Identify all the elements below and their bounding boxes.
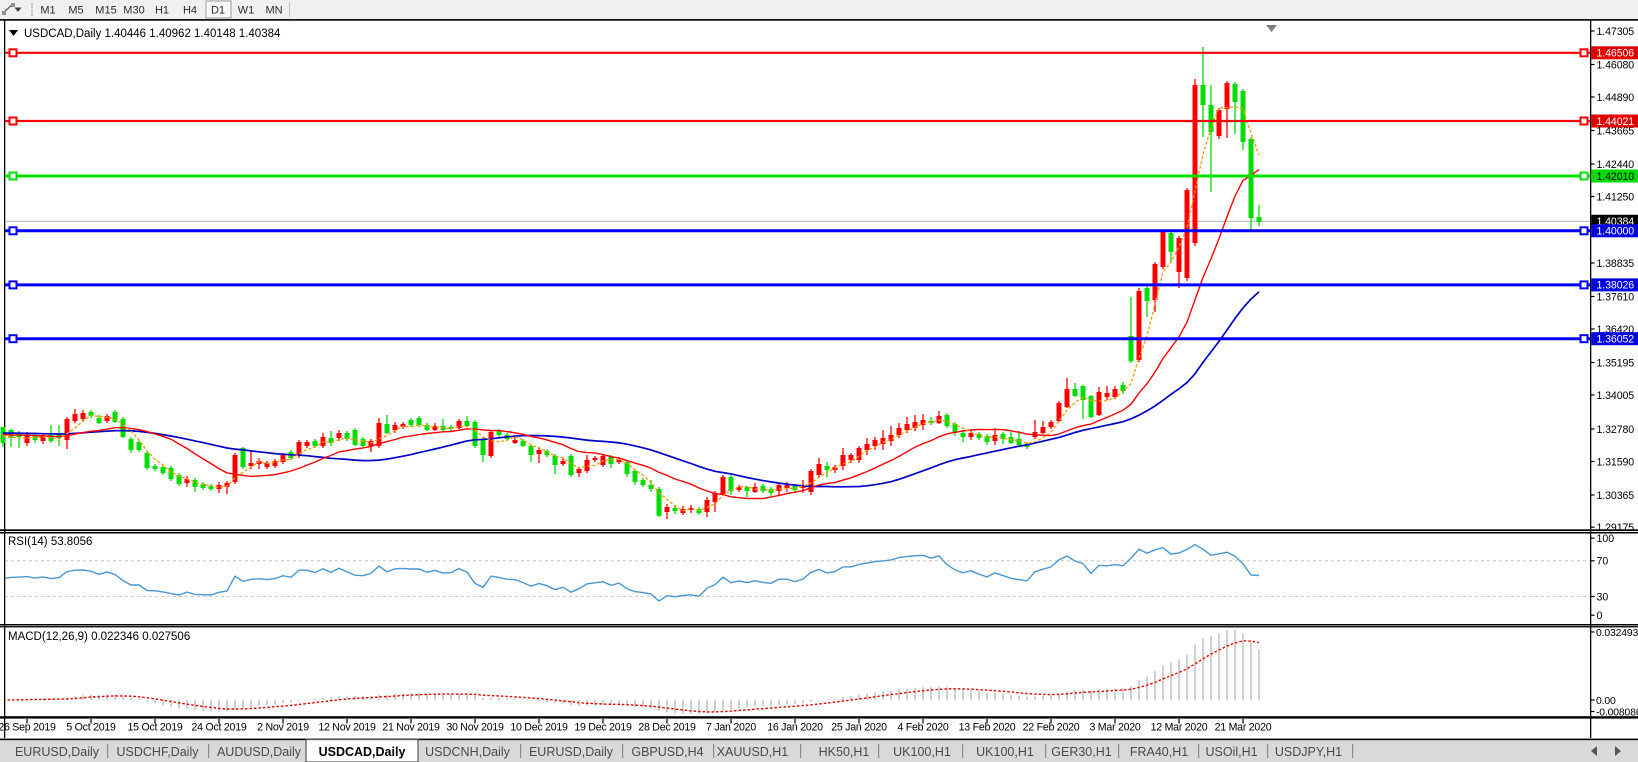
svg-text:USOil,H1: USOil,H1 — [1205, 745, 1257, 759]
svg-text:28 Dec 2019: 28 Dec 2019 — [638, 722, 696, 734]
svg-text:2 Nov 2019: 2 Nov 2019 — [257, 722, 309, 734]
svg-text:1.32780: 1.32780 — [1597, 424, 1635, 436]
svg-text:EURUSD,Daily: EURUSD,Daily — [529, 745, 614, 759]
svg-text:13 Feb 2020: 13 Feb 2020 — [959, 722, 1016, 734]
svg-text:21 Nov 2019: 21 Nov 2019 — [382, 722, 440, 734]
svg-text:10 Dec 2019: 10 Dec 2019 — [510, 722, 568, 734]
svg-text:1.30365: 1.30365 — [1597, 490, 1635, 502]
svg-text:M1: M1 — [40, 5, 55, 17]
svg-text:H4: H4 — [183, 5, 197, 17]
svg-text:M5: M5 — [68, 5, 83, 17]
svg-text:7 Jan 2020: 7 Jan 2020 — [706, 722, 756, 734]
svg-text:USDCNH,Daily: USDCNH,Daily — [425, 745, 510, 759]
svg-text:1.47305: 1.47305 — [1597, 26, 1635, 38]
svg-text:USDCAD,Daily 1.40446 1.40962: USDCAD,Daily 1.40446 1.40962 1.40148 1.4… — [24, 28, 281, 40]
svg-text:30: 30 — [1597, 591, 1609, 603]
svg-text:12 Mar 2020: 12 Mar 2020 — [1151, 722, 1208, 734]
svg-text:1.44021: 1.44021 — [1597, 116, 1635, 128]
svg-text:1.42010: 1.42010 — [1597, 171, 1635, 183]
svg-text:GER30,H1: GER30,H1 — [1051, 745, 1111, 759]
svg-text:USDCAD,Daily: USDCAD,Daily — [319, 745, 406, 759]
svg-text:1.46080: 1.46080 — [1597, 59, 1635, 71]
svg-text:1.31590: 1.31590 — [1597, 456, 1635, 468]
svg-text:XAUUSD,H1: XAUUSD,H1 — [717, 745, 789, 759]
svg-text:GBPUSD,H4: GBPUSD,H4 — [631, 745, 703, 759]
svg-text:1.40000: 1.40000 — [1597, 226, 1635, 238]
svg-text:AUDUSD,Daily: AUDUSD,Daily — [217, 745, 302, 759]
svg-text:3 Mar 2020: 3 Mar 2020 — [1089, 722, 1140, 734]
svg-text:RSI(14) 53.8056: RSI(14) 53.8056 — [8, 536, 92, 548]
svg-text:EURUSD,Daily: EURUSD,Daily — [15, 745, 100, 759]
svg-text:24 Oct 2019: 24 Oct 2019 — [192, 722, 247, 734]
svg-text:USDJPY,H1: USDJPY,H1 — [1275, 745, 1342, 759]
svg-text:-0.008086: -0.008086 — [1596, 707, 1638, 718]
svg-text:H1: H1 — [155, 5, 169, 17]
svg-text:1.38835: 1.38835 — [1597, 258, 1635, 270]
svg-text:0: 0 — [1597, 610, 1603, 622]
svg-text:16 Jan 2020: 16 Jan 2020 — [767, 722, 823, 734]
svg-text:26 Sep 2019: 26 Sep 2019 — [0, 722, 56, 734]
svg-text:1.35195: 1.35195 — [1597, 357, 1635, 369]
svg-text:1.46506: 1.46506 — [1597, 48, 1635, 60]
svg-text:1.42440: 1.42440 — [1597, 159, 1635, 171]
svg-text:1.36052: 1.36052 — [1597, 334, 1635, 346]
svg-text:22 Feb 2020: 22 Feb 2020 — [1023, 722, 1080, 734]
svg-text:1.44890: 1.44890 — [1597, 92, 1635, 104]
svg-text:W1: W1 — [238, 5, 255, 17]
svg-text:FRA40,H1: FRA40,H1 — [1130, 745, 1188, 759]
svg-text:M15: M15 — [95, 5, 116, 17]
svg-text:21 Mar 2020: 21 Mar 2020 — [1215, 722, 1272, 734]
svg-text:15 Oct 2019: 15 Oct 2019 — [128, 722, 183, 734]
svg-text:D1: D1 — [211, 5, 225, 17]
svg-text:30 Nov 2019: 30 Nov 2019 — [446, 722, 504, 734]
svg-text:5 Oct 2019: 5 Oct 2019 — [66, 722, 116, 734]
svg-text:USDCHF,Daily: USDCHF,Daily — [117, 745, 200, 759]
svg-text:100: 100 — [1597, 533, 1615, 545]
svg-text:1.41250: 1.41250 — [1597, 191, 1635, 203]
svg-text:1.38026: 1.38026 — [1597, 280, 1635, 292]
svg-text:19 Dec 2019: 19 Dec 2019 — [574, 722, 632, 734]
svg-text:1.43665: 1.43665 — [1597, 125, 1635, 137]
svg-text:25 Jan 2020: 25 Jan 2020 — [831, 722, 887, 734]
svg-text:4 Feb 2020: 4 Feb 2020 — [897, 722, 948, 734]
svg-text:UK100,H1: UK100,H1 — [893, 745, 951, 759]
svg-text:MN: MN — [265, 5, 282, 17]
svg-text:12 Nov 2019: 12 Nov 2019 — [318, 722, 376, 734]
svg-text:UK100,H1: UK100,H1 — [976, 745, 1034, 759]
svg-text:0.00: 0.00 — [1596, 696, 1616, 707]
svg-text:1.37610: 1.37610 — [1597, 291, 1635, 303]
svg-text:HK50,H1: HK50,H1 — [819, 745, 870, 759]
svg-text:1.34005: 1.34005 — [1597, 390, 1635, 402]
svg-text:0.032493: 0.032493 — [1596, 628, 1638, 639]
svg-text:M30: M30 — [123, 5, 144, 17]
svg-text:MACD(12,26,9) 0.022346 0.02750: MACD(12,26,9) 0.022346 0.027506 — [8, 631, 190, 643]
svg-text:1.29175: 1.29175 — [1597, 522, 1635, 534]
svg-text:70: 70 — [1597, 556, 1609, 568]
